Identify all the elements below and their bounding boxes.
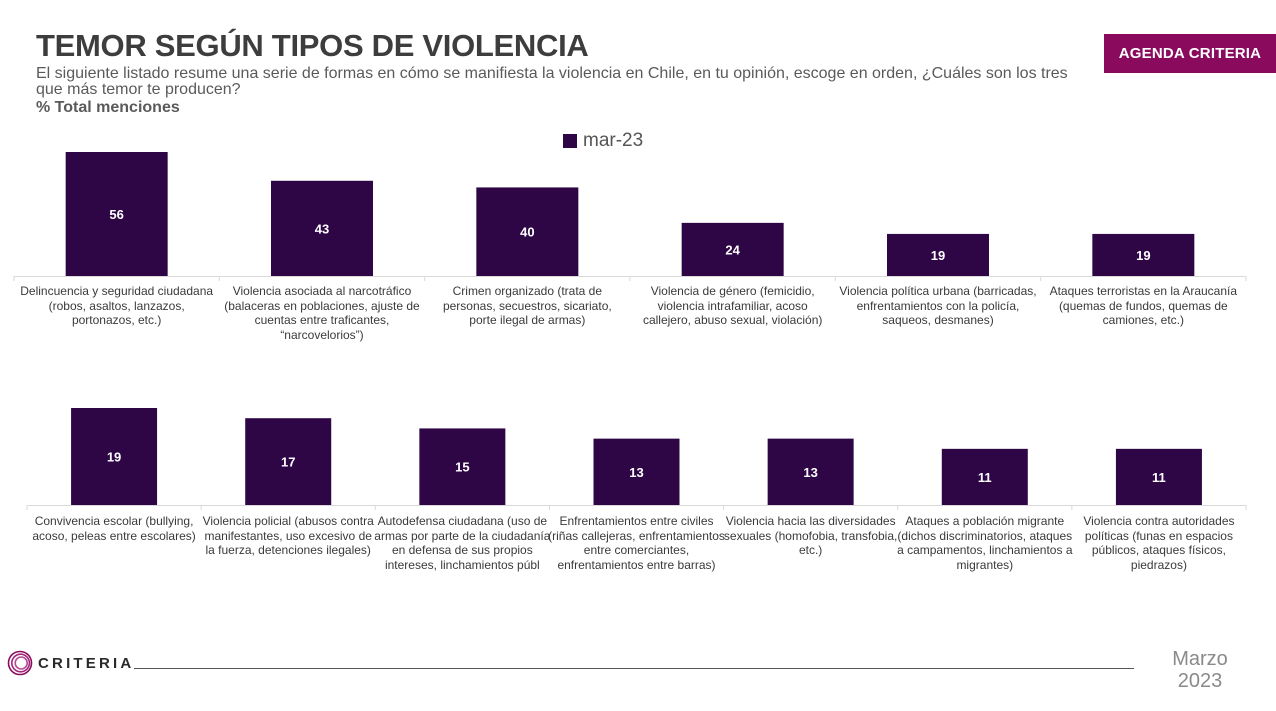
bar <box>767 438 854 505</box>
category-label: Autodefensa ciudadana (uso de armas por … <box>374 514 551 572</box>
bar-data-label: 13 <box>803 465 817 480</box>
category-label: Violencia de género (femicidio, violenci… <box>642 284 823 328</box>
bar <box>941 448 1028 505</box>
bar <box>271 180 373 276</box>
bar-data-label: 17 <box>281 455 295 470</box>
date-year: 2023 <box>1177 670 1223 692</box>
report-date: Marzo 2023 <box>1150 648 1250 692</box>
bar <box>71 408 158 505</box>
category-label: Enfrentamientos entre civiles (riñas cal… <box>548 514 725 572</box>
legend-swatch <box>563 134 577 148</box>
bar <box>593 438 680 505</box>
date-month: Marzo <box>1172 648 1228 670</box>
legend-label: mar-23 <box>583 130 644 151</box>
footer-divider <box>134 668 1134 669</box>
category-label: Violencia hacia las diversidades sexuale… <box>723 514 898 558</box>
page-title: TEMOR SEGÚN TIPOS DE VIOLENCIA <box>36 28 589 63</box>
criteria-logo: CRITERIA <box>6 650 134 676</box>
measure-label: % Total menciones <box>36 99 180 116</box>
logo-text: CRITERIA <box>38 654 135 672</box>
bar <box>419 428 506 505</box>
bar-data-label: 19 <box>1136 248 1150 263</box>
bar-data-label: 43 <box>315 221 329 236</box>
category-label: Ataques a población migrante (dichos dis… <box>897 514 1073 572</box>
bar <box>887 233 989 276</box>
bar-data-label: 11 <box>978 470 992 485</box>
category-label: Violencia asociada al narcotráfico (bala… <box>224 284 420 342</box>
bar-data-label: 11 <box>1152 470 1166 485</box>
bar <box>476 187 579 276</box>
bar <box>1115 448 1202 505</box>
category-label: Violencia política urbana (barricadas, e… <box>839 284 1037 328</box>
bar-data-label: 19 <box>931 248 945 263</box>
bar-data-label: 13 <box>629 465 643 480</box>
category-label: Crimen organizado (trata de personas, se… <box>442 284 612 328</box>
page-subtitle: El siguiente listado resume una serie de… <box>36 65 1068 98</box>
bar-data-label: 15 <box>455 460 469 475</box>
agenda-criteria-badge: AGENDA CRITERIA <box>1104 34 1276 73</box>
category-label: Violencia policial (abusos contra manife… <box>202 514 374 558</box>
category-label: Convivencia escolar (bullying, acoso, pe… <box>32 514 196 543</box>
bar <box>681 222 784 276</box>
bar <box>65 152 168 276</box>
category-label: Ataques terroristas en la Araucanía (que… <box>1049 284 1238 328</box>
chart-legend: mar-23 <box>563 130 643 152</box>
bar-data-label: 56 <box>109 207 123 222</box>
criteria-logo-icon <box>7 650 33 676</box>
category-label: Delincuencia y seguridad ciudadana (robo… <box>20 284 214 328</box>
bar-data-label: 40 <box>520 225 534 240</box>
bar <box>245 418 332 505</box>
bar-data-label: 19 <box>107 450 121 465</box>
category-label: Violencia contra autoridades políticas (… <box>1083 514 1235 572</box>
bar <box>1092 233 1195 276</box>
bar-data-label: 24 <box>725 242 740 257</box>
